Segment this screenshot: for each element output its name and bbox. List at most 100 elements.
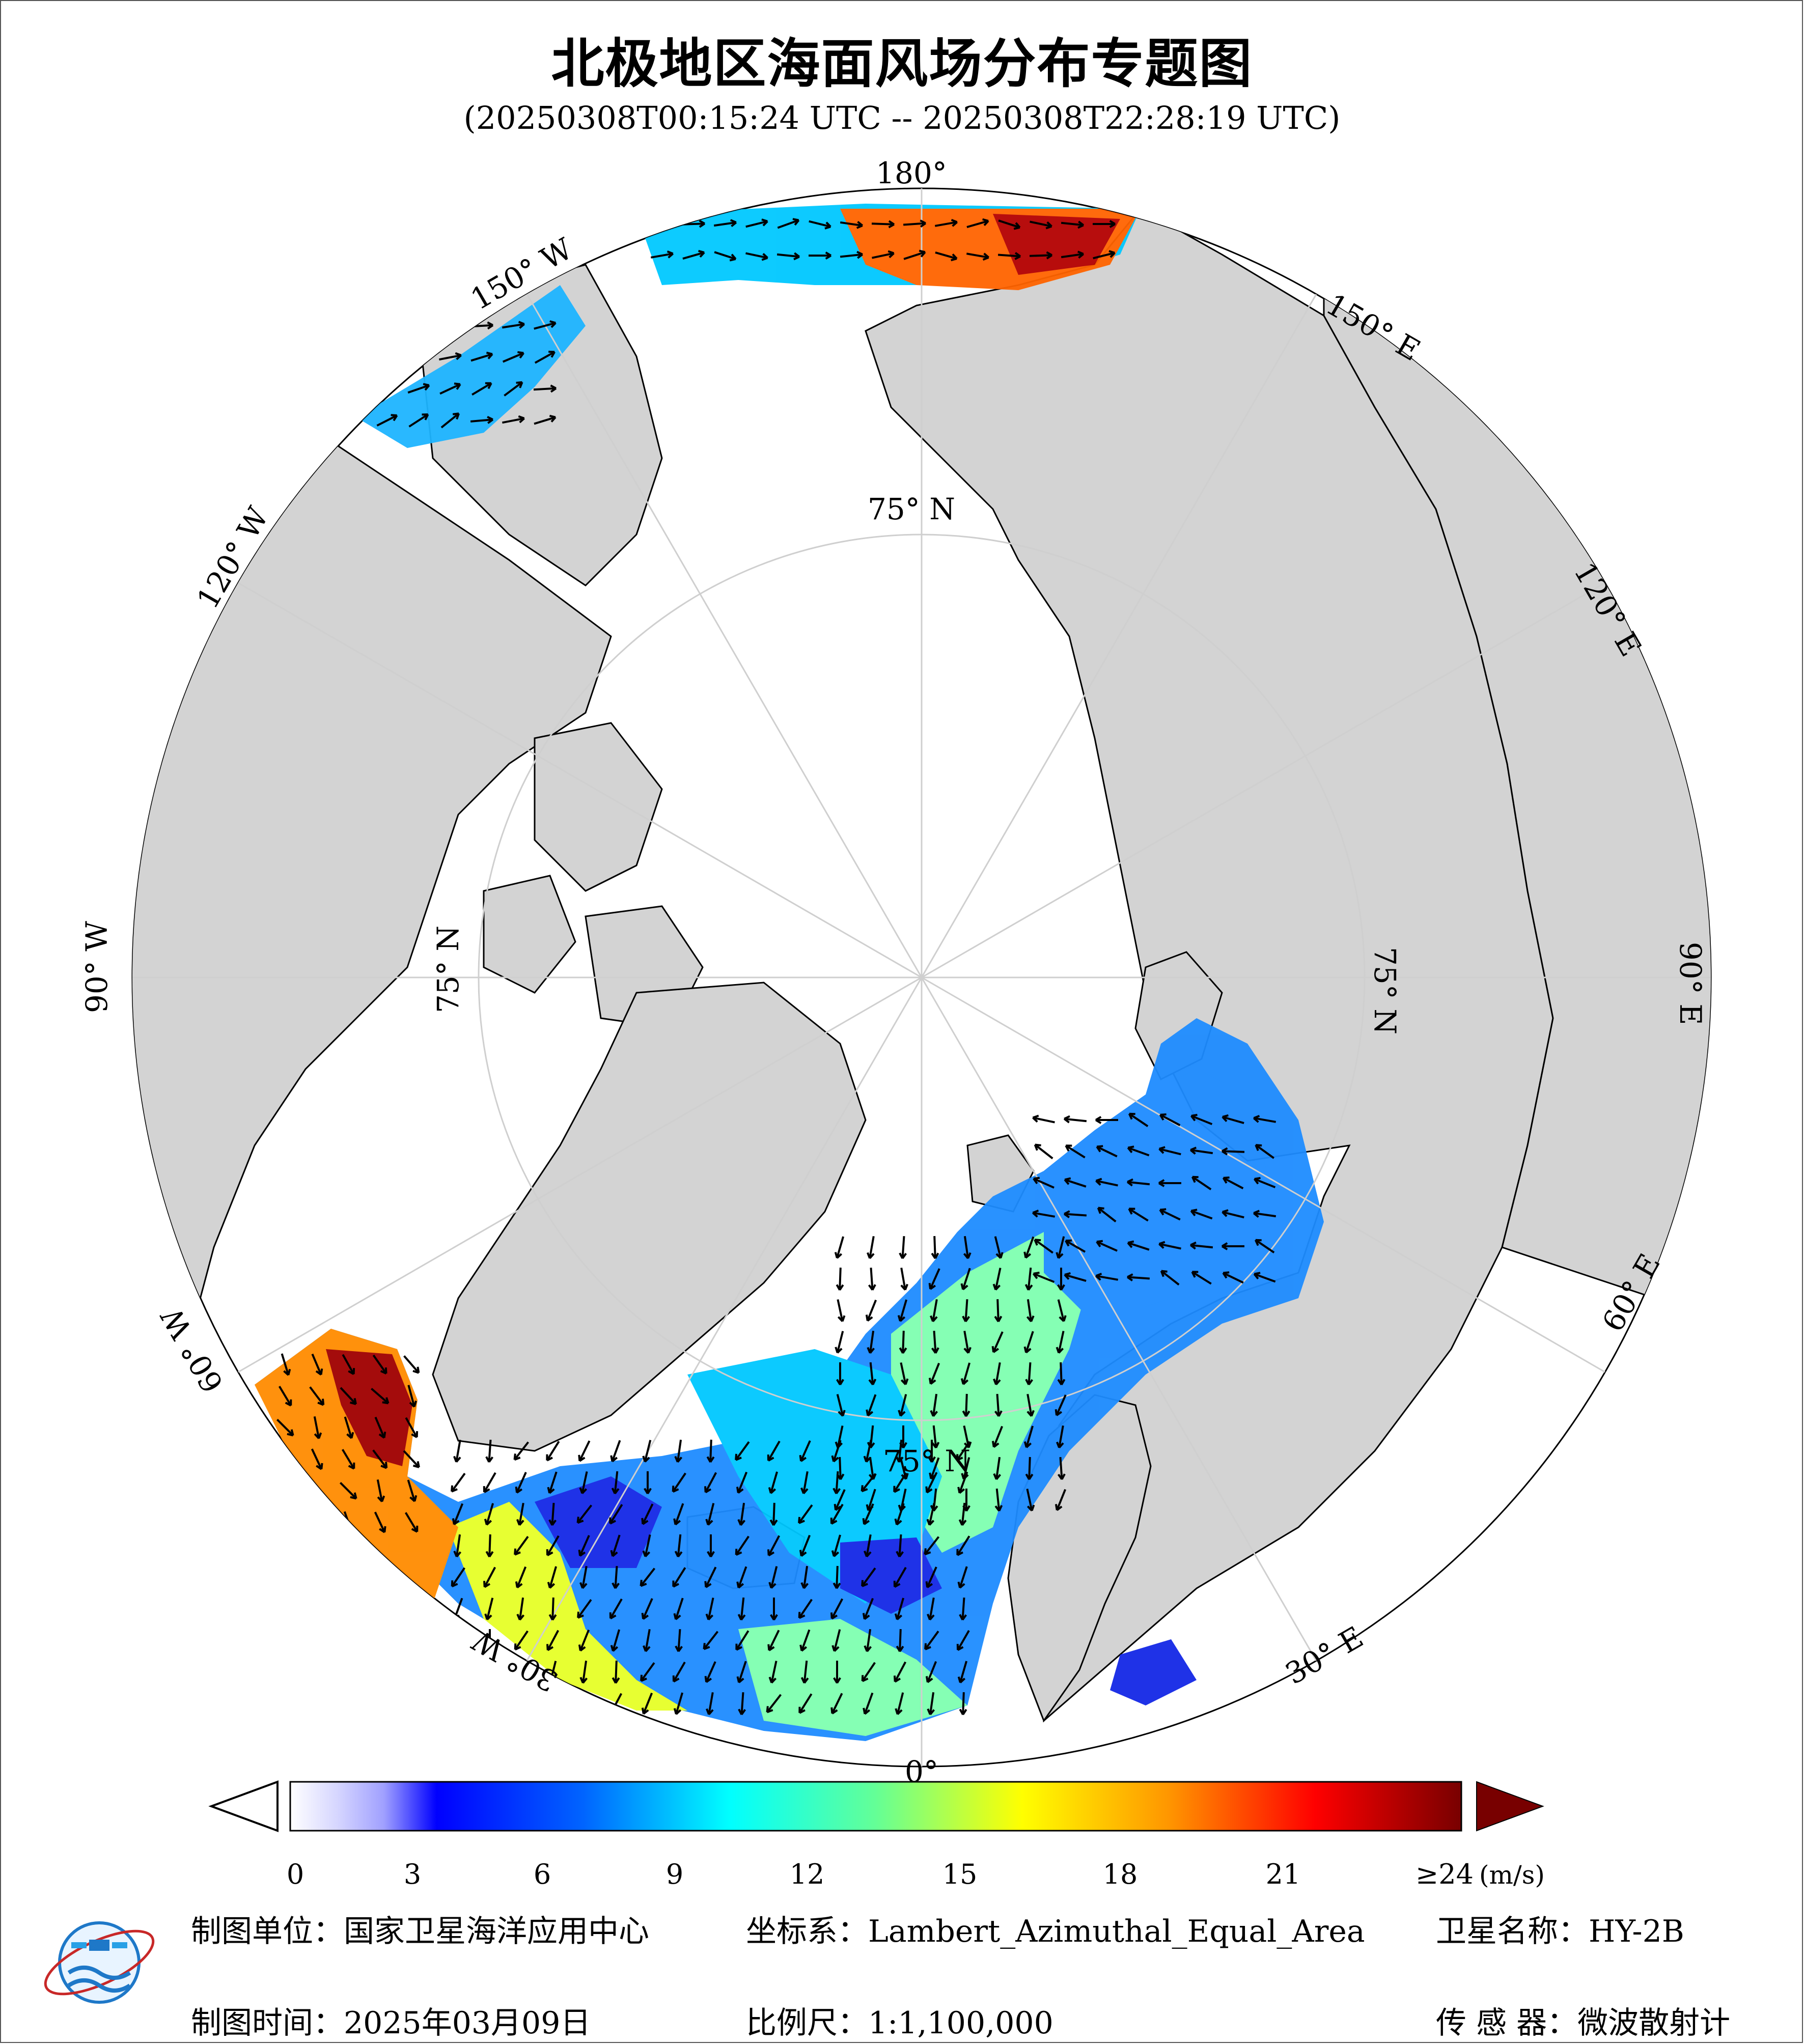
wind-arrow <box>1063 1210 1087 1219</box>
wind-arrow <box>871 220 895 229</box>
wind-arrow <box>1127 1240 1150 1251</box>
wind-arrow <box>1032 1210 1056 1218</box>
wind-arrow <box>1026 1489 1035 1511</box>
colorbar-tick-9: 9 <box>666 1858 683 1890</box>
wind-arrow <box>830 1598 844 1620</box>
wind-arrow <box>706 1439 715 1463</box>
wind-arrow <box>900 1362 909 1385</box>
wind-arrow <box>707 1534 715 1558</box>
wind-arrow <box>962 1299 970 1323</box>
wind-arrow <box>1189 1241 1213 1250</box>
wind-arrow <box>745 218 768 228</box>
wind-arrow <box>1126 1273 1150 1282</box>
wind-arrow <box>835 1425 844 1448</box>
footer-scale: 比例尺：1:1,100,000 <box>746 2005 1053 2041</box>
wind-arrow <box>897 1299 908 1322</box>
wind-arrow <box>735 1630 750 1651</box>
wind-arrow <box>966 253 990 261</box>
wind-arrow <box>579 1565 588 1589</box>
wind-arrow <box>372 1449 388 1469</box>
wind-arrow <box>835 1331 844 1354</box>
colorbar-tick-15: 15 <box>942 1858 978 1890</box>
wind-arrow <box>547 1471 558 1494</box>
wind-arrow <box>578 1440 591 1462</box>
wind-arrow <box>867 1330 875 1354</box>
wind-arrow <box>834 1489 846 1511</box>
footer-date: 制图时间：2025年03月09日 <box>191 2005 591 2041</box>
wind-arrows <box>276 218 1276 1716</box>
wind-arrow <box>1024 1267 1033 1291</box>
wind-arrow <box>1033 1271 1055 1283</box>
wind-arrow <box>736 1566 747 1589</box>
graticule <box>132 188 1711 1767</box>
wind-arrow <box>340 1387 357 1406</box>
wind-arrow <box>309 1386 325 1406</box>
wind-arrow <box>704 1472 717 1494</box>
wind-arrow <box>453 1534 462 1558</box>
footer-sensor: 传 感 器：微波散射计 <box>1436 2005 1731 2041</box>
wind-arrow <box>1064 1177 1087 1188</box>
wind-arrow <box>927 1692 935 1716</box>
wind-arrow <box>800 1471 809 1495</box>
wind-arrow <box>344 1416 354 1439</box>
wind-arrow <box>768 1471 779 1494</box>
wind-arrow <box>407 353 431 361</box>
wind-arrow <box>1061 250 1085 259</box>
wind-arrow <box>1127 1145 1150 1157</box>
wind-arrow <box>962 1489 970 1512</box>
map-content <box>132 188 1711 1767</box>
wind-arrow <box>1057 1299 1067 1322</box>
colorbar-tick-3: 3 <box>404 1858 421 1890</box>
wind-arrow <box>1065 1144 1086 1159</box>
wind-arrow <box>863 1692 874 1715</box>
wind-arrow <box>991 1331 1004 1353</box>
colorbar-tick-0: 0 <box>287 1858 304 1890</box>
wind-arrow <box>643 1629 651 1653</box>
wind-arrow <box>1056 1425 1064 1449</box>
map-title: 北极地区海面风场分布专题图 <box>551 33 1253 95</box>
wind-arrow <box>1253 1272 1276 1283</box>
wind-arrow <box>440 412 460 429</box>
wind-arrow <box>377 349 397 366</box>
wind-arrow <box>672 1567 686 1588</box>
wind-arrow <box>452 1692 463 1715</box>
wind-arrow <box>1054 1489 1067 1511</box>
colorbar-max-arrow <box>1476 1781 1544 1832</box>
wind-arrow <box>1054 1394 1067 1416</box>
swath-deep-blue-1 <box>535 1476 662 1568</box>
footer-satellite: 卫星名称：HY-2B <box>1436 1914 1684 1949</box>
wind-arrow <box>578 1629 590 1651</box>
wind-arrow <box>407 1385 417 1408</box>
wind-arrow <box>713 219 737 228</box>
wind-arrow <box>893 1566 907 1588</box>
wind-arrow <box>376 414 398 427</box>
wind-arrow <box>903 219 927 228</box>
wind-arrow <box>961 1457 970 1480</box>
wind-arrow <box>577 1599 592 1619</box>
wind-arrow <box>934 219 958 227</box>
wind-arrow <box>439 382 461 395</box>
wind-arrow <box>861 1567 876 1587</box>
wind-arrow <box>840 250 864 259</box>
footer-unit: 制图单位：国家卫星海洋应用中心 <box>191 1914 649 1949</box>
wind-arrow <box>704 1566 717 1588</box>
wind-arrow <box>311 1448 323 1470</box>
wind-arrow <box>516 1692 525 1716</box>
wind-arrow <box>440 318 460 333</box>
wind-arrow <box>533 384 557 393</box>
wind-arrow <box>1093 220 1116 228</box>
wind-swaths <box>255 204 1324 1741</box>
wind-arrow <box>935 251 958 262</box>
colorbar-unit: (m/s) <box>1479 1860 1545 1890</box>
wind-arrow <box>1159 1208 1181 1221</box>
wind-arrow <box>502 321 525 329</box>
wind-arrow <box>1126 1178 1150 1187</box>
wind-arrow <box>1095 1273 1119 1281</box>
wind-arrow <box>313 1416 322 1439</box>
wind-arrow <box>281 1353 291 1376</box>
wind-arrow <box>833 1661 841 1684</box>
wind-arrow <box>867 1425 875 1449</box>
wind-arrow <box>672 1472 686 1493</box>
wind-arrow <box>516 1502 524 1526</box>
wind-arrow <box>705 1503 715 1526</box>
